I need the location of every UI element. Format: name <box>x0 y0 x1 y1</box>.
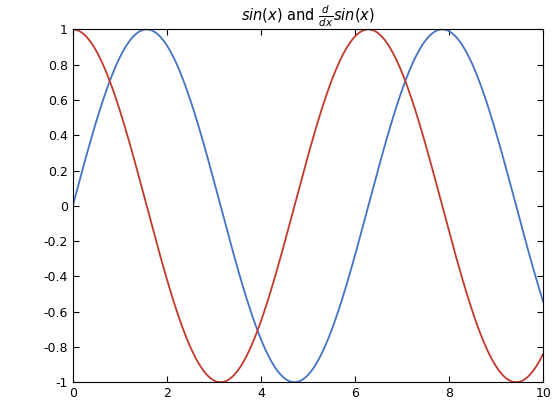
Title: $sin(x)$ and $\frac{d}{dx}sin(x)$: $sin(x)$ and $\frac{d}{dx}sin(x)$ <box>241 4 375 29</box>
